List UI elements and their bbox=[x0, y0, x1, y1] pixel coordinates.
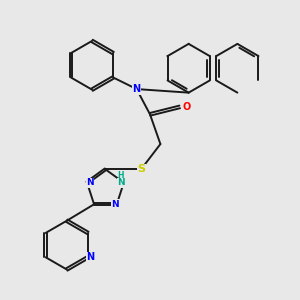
Text: N: N bbox=[133, 84, 141, 94]
Text: O: O bbox=[182, 102, 190, 112]
Text: N: N bbox=[117, 178, 124, 187]
Text: H: H bbox=[118, 171, 124, 180]
Text: N: N bbox=[112, 200, 119, 209]
Text: S: S bbox=[137, 164, 145, 174]
Text: N: N bbox=[86, 252, 94, 262]
Text: N: N bbox=[86, 178, 94, 187]
